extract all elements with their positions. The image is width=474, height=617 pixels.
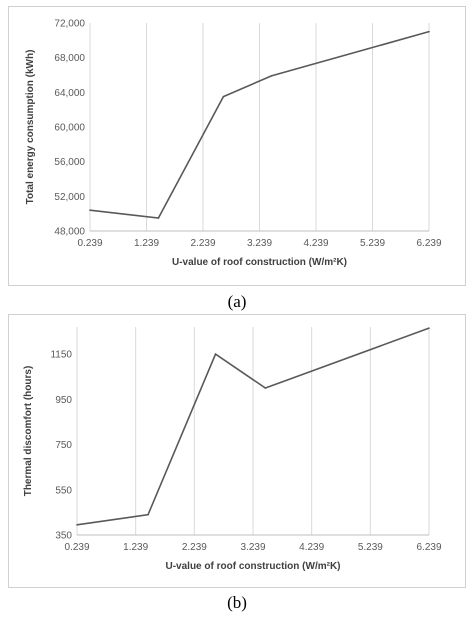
y-tick-label: 550 <box>55 485 72 496</box>
x-tick-label: 6.239 <box>416 542 441 553</box>
x-tick-label: 0.239 <box>64 542 89 553</box>
data-point <box>76 524 78 526</box>
thermal-discomfort-chart: 0.239 1.239 2.239 3.239 4.239 5.239 6.239 350 55… <box>23 327 442 572</box>
caption-a: (a) <box>227 292 247 311</box>
y-tick-label: 56,000 <box>54 157 85 168</box>
x-tick-label: 2.239 <box>182 542 207 553</box>
x-tick-label: 3.239 <box>247 238 272 249</box>
data-point <box>222 95 225 98</box>
chart-panel-b: 0.239 1.239 2.239 3.239 4.239 5.239 6.239 350 55… <box>8 314 466 588</box>
y-tick-label: 68,000 <box>54 53 85 64</box>
y-tick-label: 48,000 <box>54 227 85 238</box>
x-tick-label: 6.239 <box>416 238 441 249</box>
data-point <box>428 30 430 33</box>
x-tick-label: 0.239 <box>77 238 102 249</box>
y-tick-label: 1150 <box>50 350 72 361</box>
x-tick-label: 4.239 <box>299 542 324 553</box>
x-tick-label: 1.239 <box>123 542 148 553</box>
x-tick-label: 1.239 <box>134 238 159 249</box>
data-point <box>264 387 267 389</box>
x-tick-label: 4.239 <box>303 238 328 249</box>
x-tick-label: 3.239 <box>240 542 265 553</box>
y-tick-label: 750 <box>55 440 72 451</box>
y-tick-label: 60,000 <box>54 123 85 134</box>
y-tick-label: 350 <box>55 531 72 542</box>
y-axis-title: Thermal discomfort (hours) <box>23 366 34 497</box>
caption-b: (b) <box>227 593 247 612</box>
x-axis-title: U-value of roof construction (W/m²K) <box>166 561 341 572</box>
x-tick-label: 5.239 <box>360 238 385 249</box>
data-point <box>157 217 160 219</box>
y-tick-label: 72,000 <box>54 19 85 30</box>
y-tick-label: 64,000 <box>54 88 85 99</box>
chart-panel-a: 0.239 1.239 2.239 3.239 4.239 5.239 6.239 48,00… <box>8 6 466 286</box>
data-point <box>214 353 217 355</box>
data-point <box>270 75 273 77</box>
y-axis-title: Total energy consumption (kWh) <box>25 50 36 205</box>
x-tick-label: 2.239 <box>190 238 215 249</box>
x-tick-label: 5.239 <box>358 542 383 553</box>
x-axis-title: U-value of roof construction (W/m²K) <box>172 257 347 268</box>
y-tick-label: 950 <box>55 395 72 406</box>
data-point <box>147 513 149 516</box>
data-point <box>428 327 430 329</box>
data-point <box>89 209 91 211</box>
energy-consumption-chart: 0.239 1.239 2.239 3.239 4.239 5.239 6.239 48,00… <box>25 19 442 269</box>
y-tick-label: 52,000 <box>54 192 85 203</box>
